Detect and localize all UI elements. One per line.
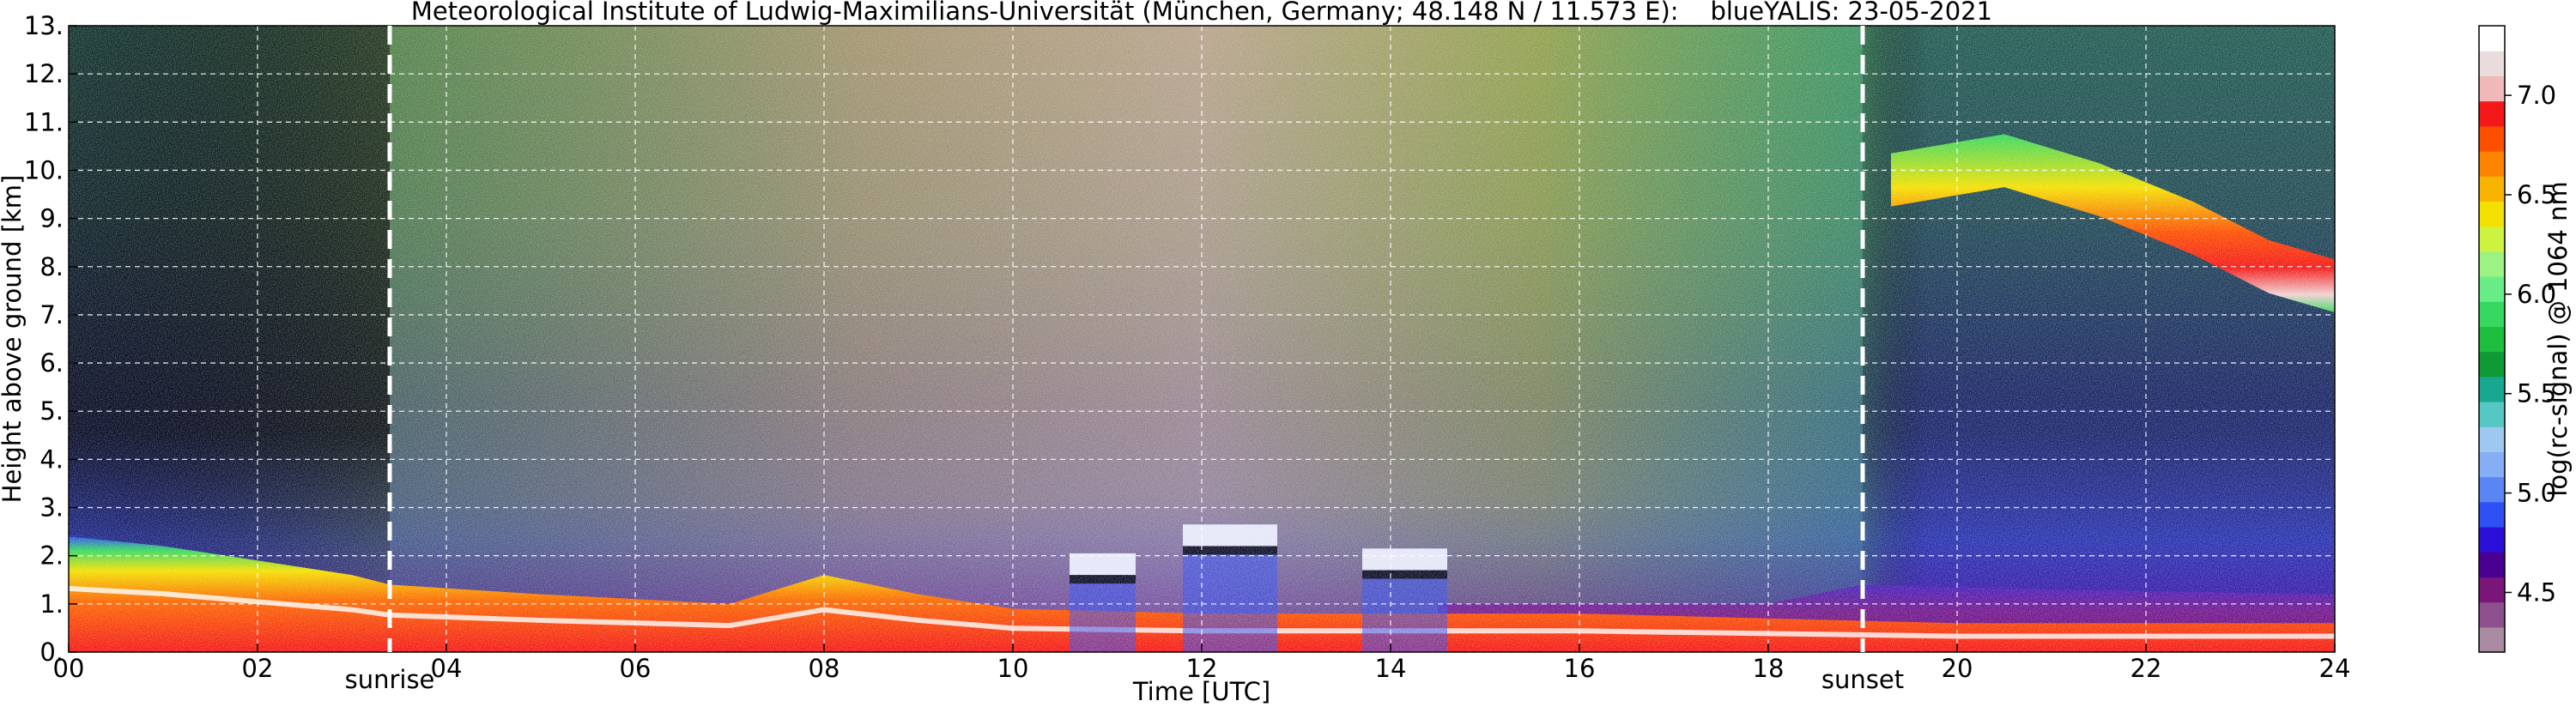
colorbar-swatch-5: [2479, 527, 2505, 553]
colorbar-swatch-19: [2479, 176, 2505, 202]
plot-area: [69, 26, 2335, 652]
x-tick-label-12: 12: [1186, 654, 1218, 683]
colorbar-tick-label-5.0: 5.0: [2517, 479, 2556, 508]
colorbar-swatch-18: [2479, 201, 2505, 227]
colorbar-swatch-9: [2479, 426, 2505, 452]
colorbar-swatch-7: [2479, 476, 2505, 503]
x-tick-label-02: 02: [242, 654, 274, 683]
colorbar-swatch-20: [2479, 151, 2505, 177]
colorbar-swatch-22: [2479, 100, 2505, 127]
colorbar-swatch-12: [2479, 351, 2505, 378]
y-tick-label-3: 3.: [39, 493, 64, 523]
colorbar-swatch-24: [2479, 51, 2505, 76]
colorbar-swatch-8: [2479, 451, 2505, 478]
colorbar-swatch-25: [2479, 26, 2505, 51]
x-axis-label: Time [UTC]: [1132, 677, 1270, 706]
y-tick-label-1: 1.: [39, 589, 64, 619]
colorbar-swatch-4: [2479, 552, 2505, 577]
y-tick-label-2: 2.: [39, 541, 64, 571]
colorbar-swatch-11: [2479, 376, 2505, 402]
colorbar-tick-label-7.0: 7.0: [2517, 81, 2556, 110]
colorbar-tick-label-5.5: 5.5: [2517, 379, 2556, 408]
colorbar-tick-label-6.0: 6.0: [2517, 280, 2556, 309]
x-tick-label-00: 00: [53, 654, 85, 683]
sunset-label: sunset: [1821, 665, 1904, 694]
colorbar-frame: [2478, 25, 2506, 653]
y-tick-label-9: 9.: [39, 204, 64, 233]
colorbar-swatch-21: [2479, 125, 2505, 152]
sun-annotations: sunrise sunset: [345, 26, 1904, 694]
y-tick-label-4: 4.: [39, 444, 64, 474]
colorbar-swatch-16: [2479, 251, 2505, 277]
colorbar-swatch-10: [2479, 402, 2505, 427]
colorbar: [2479, 26, 2505, 653]
y-tick-label-7: 7.: [39, 300, 64, 329]
colorbar-label: log(rc-signal) @ 1064 nm: [2543, 181, 2573, 496]
grid: [69, 26, 2335, 652]
colorbar-tick-label-4.5: 4.5: [2517, 577, 2556, 607]
x-tick-label-06: 06: [620, 654, 652, 683]
y-tick-label-6: 6.: [39, 348, 64, 378]
colorbar-swatch-3: [2479, 577, 2505, 603]
colorbar-swatch-2: [2479, 601, 2505, 628]
x-tick-label-14: 14: [1375, 654, 1407, 683]
colorbar-ticks: 4.5 5.0 5.5 6.0 6.5 7.0: [2505, 81, 2556, 607]
colorbar-swatch-6: [2479, 501, 2505, 528]
colorbar-swatch-15: [2479, 276, 2505, 302]
chart-title: Meteorological Institute of Ludwig-Maxim…: [411, 0, 1992, 26]
x-tick-label-16: 16: [1564, 654, 1596, 683]
colorbar-swatch-1: [2479, 626, 2505, 653]
y-tick-label-8: 8.: [39, 252, 64, 281]
sunrise-label: sunrise: [345, 665, 435, 694]
colorbar-tick-label-6.5: 6.5: [2517, 180, 2556, 209]
y-axis-label: Height above ground [km]: [0, 175, 27, 504]
colorbar-swatch-13: [2479, 326, 2505, 353]
y-tick-label-10: 10.: [24, 155, 64, 184]
x-tick-label-04: 04: [431, 654, 463, 683]
colorbar-swatch-14: [2479, 301, 2505, 327]
y-tick-label-12: 12.: [24, 59, 64, 88]
x-tick-label-10: 10: [997, 654, 1029, 683]
y-axis-ticks: 0. 1. 2. 3. 4. 5. 6. 7. 8. 9. 10. 11. 12. 13.: [24, 11, 77, 667]
x-tick-label-24: 24: [2319, 654, 2351, 683]
colorbar-swatch-17: [2479, 226, 2505, 252]
x-tick-label-08: 08: [809, 654, 840, 683]
y-tick-label-0: 0.: [39, 638, 64, 667]
x-axis-ticks: 00 02 04 06 08 10 12 14 16 18 20 22 24: [53, 644, 2351, 683]
y-tick-label-11: 11.: [24, 107, 64, 136]
x-tick-label-20: 20: [1942, 654, 1973, 683]
y-tick-label-5: 5.: [39, 396, 64, 426]
y-tick-label-13: 13.: [24, 11, 64, 40]
x-tick-label-18: 18: [1753, 654, 1785, 683]
x-tick-label-22: 22: [2131, 654, 2162, 683]
colorbar-swatch-23: [2479, 76, 2505, 102]
